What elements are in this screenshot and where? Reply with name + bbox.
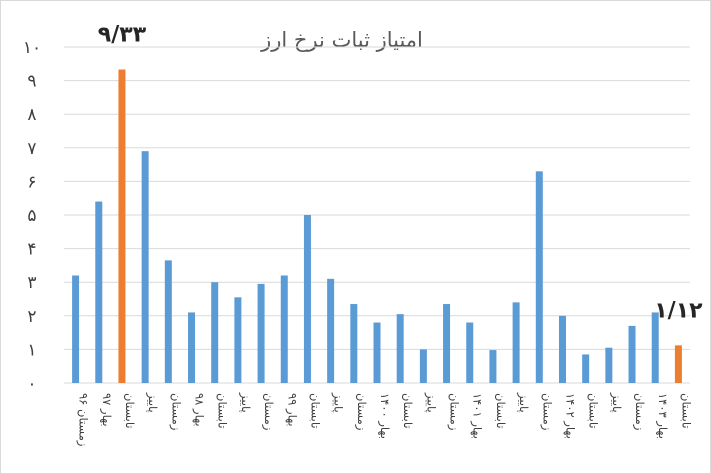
bar xyxy=(164,260,172,383)
y-tick-label: ۶ xyxy=(27,172,36,192)
x-tick-label: تابستان xyxy=(401,393,415,429)
bar xyxy=(582,354,590,383)
bar xyxy=(118,69,126,384)
x-tick-label: پاییز xyxy=(609,392,624,413)
bar xyxy=(373,322,381,383)
y-axis-ticks: ۰ ۱ ۲ ۳ ۴ ۵ ۶ ۷ ۸ ۹ ۱۰ xyxy=(23,38,41,394)
x-tick-label: بهار ۹۹ xyxy=(284,393,299,427)
x-tick-label: تابستان xyxy=(123,393,137,429)
x-tick-label: بهار ۱۴۰۱ xyxy=(470,393,485,439)
bar xyxy=(558,315,566,383)
x-tick-label: زمستان xyxy=(447,393,462,430)
bar xyxy=(466,322,474,383)
x-tick-label: تابستان xyxy=(308,393,322,429)
x-tick-label: تابستان xyxy=(679,393,693,429)
x-tick-label: بهار ۱۴۰۳ xyxy=(655,393,670,439)
bar xyxy=(350,304,358,383)
x-tick-label: بهار ۱۴۰۰ xyxy=(377,393,392,439)
y-tick-label: ۱ xyxy=(27,340,36,360)
y-tick-label: ۴ xyxy=(27,240,36,260)
bar xyxy=(674,345,682,383)
bar xyxy=(188,312,196,383)
y-tick-label: ۸ xyxy=(27,105,36,125)
bars xyxy=(72,69,682,384)
bar xyxy=(628,325,636,383)
bar xyxy=(396,314,404,383)
x-tick-label: پاییز xyxy=(145,392,160,413)
x-tick-label: زمستان ۹۶ xyxy=(76,393,91,446)
bar xyxy=(605,347,613,383)
x-tick-label: پاییز xyxy=(331,392,346,413)
bar xyxy=(489,350,497,383)
bar xyxy=(651,312,659,383)
bar xyxy=(443,304,451,383)
bar xyxy=(535,171,543,383)
bar xyxy=(141,151,149,383)
x-tick-label: زمستان xyxy=(632,393,647,430)
bar xyxy=(280,275,288,383)
bar xyxy=(303,215,311,383)
bar xyxy=(234,297,242,383)
bar xyxy=(95,201,103,383)
bar xyxy=(419,349,427,383)
data-label: ۹/۳۳ xyxy=(98,23,147,48)
x-tick-label: تابستان xyxy=(494,393,508,429)
chart-title: امتیاز ثبات نرخ ارز xyxy=(260,28,423,52)
x-tick-label: پاییز xyxy=(516,392,531,413)
y-tick-label: ۲ xyxy=(27,307,36,327)
x-tick-label: زمستان xyxy=(261,393,276,430)
x-tick-label: بهار ۹۷ xyxy=(99,393,114,427)
x-tick-label: تابستان xyxy=(216,393,230,429)
data-labels: ۹/۳۳ ۱/۱۲ xyxy=(98,23,703,324)
bar xyxy=(257,283,265,383)
y-tick-label: ۰ xyxy=(27,374,36,394)
bar xyxy=(327,278,335,383)
x-tick-label: بهار ۱۴۰۲ xyxy=(562,393,577,439)
x-tick-label: بهار ۹۸ xyxy=(192,393,207,427)
x-tick-label: زمستان xyxy=(354,393,369,430)
y-tick-label: ۹ xyxy=(27,72,36,92)
bar xyxy=(72,275,80,383)
y-tick-label: ۱۰ xyxy=(23,38,41,58)
y-tick-label: ۵ xyxy=(27,206,36,226)
x-tick-label: زمستان xyxy=(168,393,183,430)
x-tick-label: پاییز xyxy=(423,392,438,413)
x-tick-label: پاییز xyxy=(238,392,253,413)
x-tick-label: تابستان xyxy=(587,393,601,429)
x-tick-label: زمستان xyxy=(539,393,554,430)
x-axis-ticks: زمستان ۹۶ بهار ۹۷ تابستان پاییز زمستان بهار ۹… xyxy=(76,392,694,446)
y-tick-label: ۷ xyxy=(27,139,36,159)
y-tick-label: ۳ xyxy=(27,273,36,293)
data-label: ۱/۱۲ xyxy=(654,298,703,323)
bar xyxy=(211,282,219,383)
bar xyxy=(512,302,520,383)
